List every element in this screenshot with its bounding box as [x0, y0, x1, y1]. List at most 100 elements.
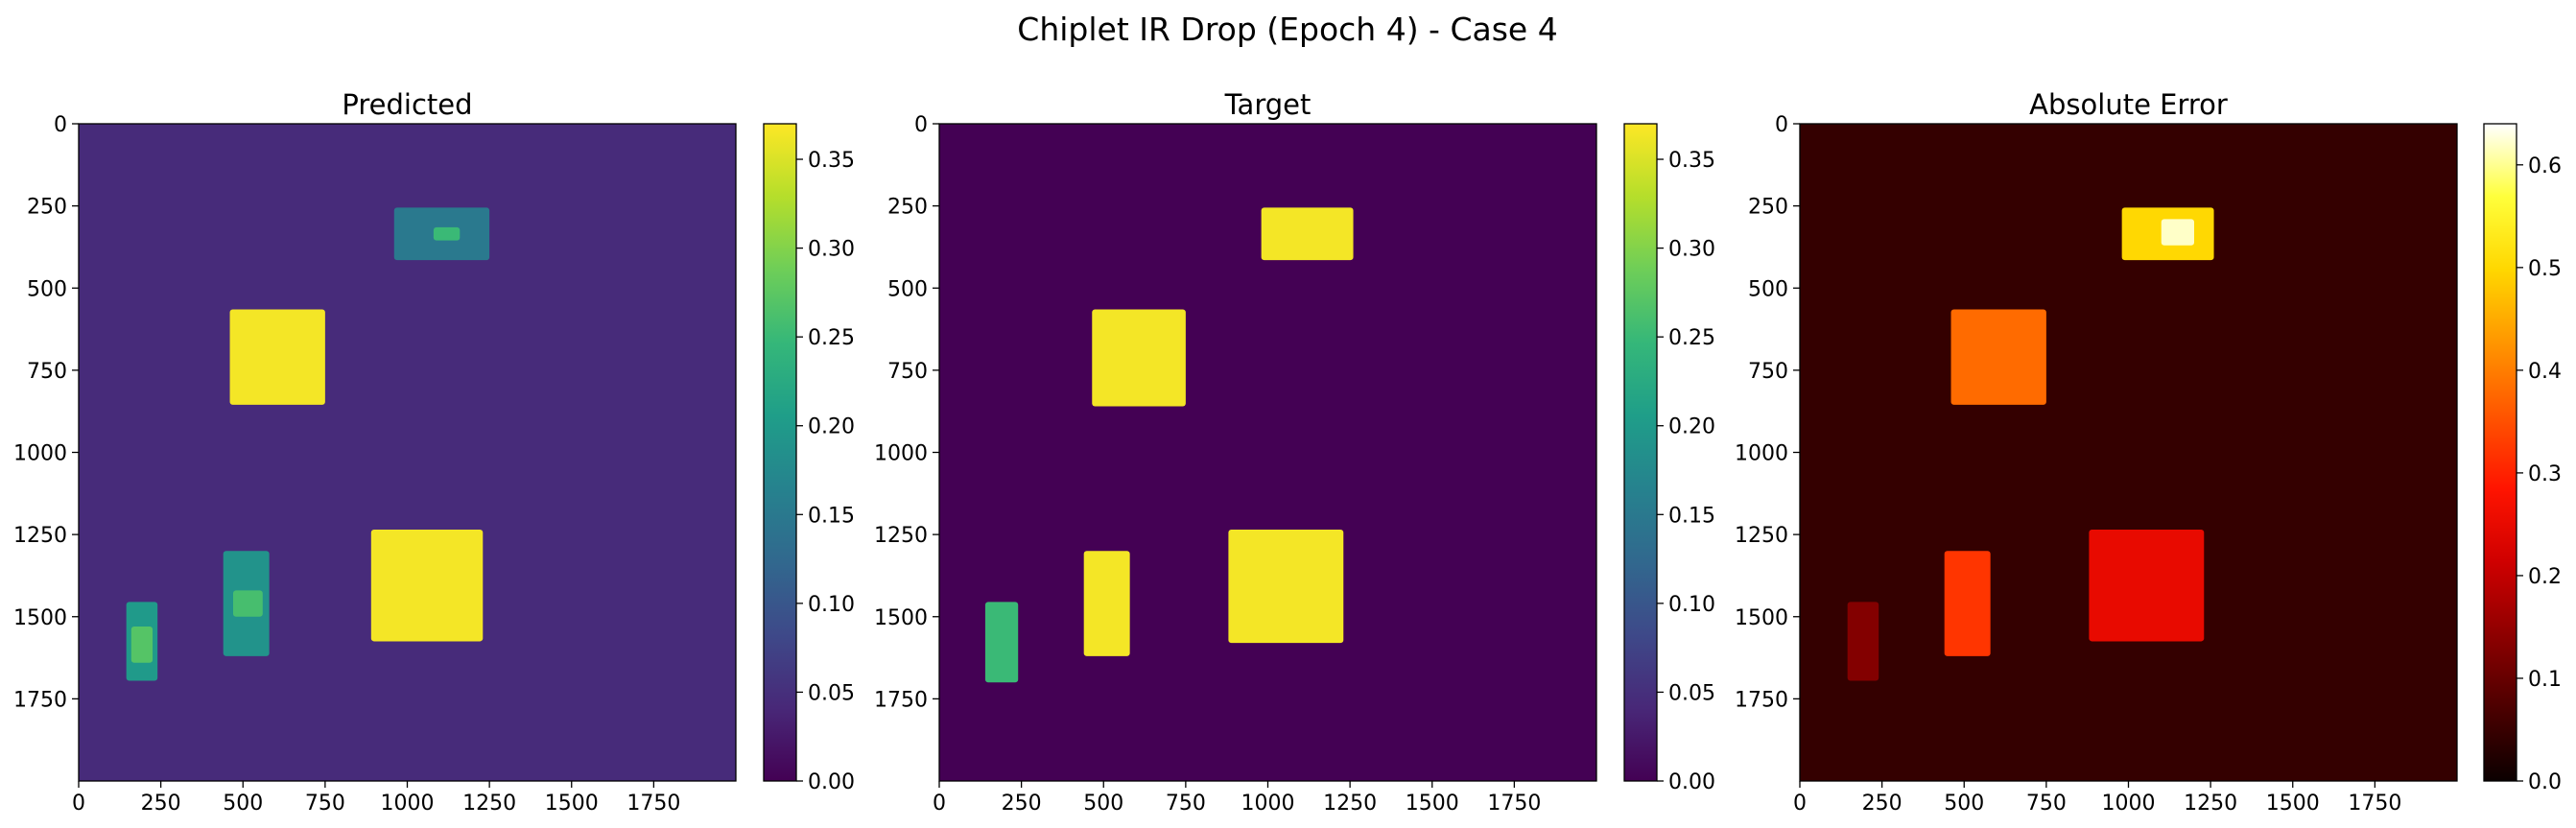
y-tick-label: 250 — [887, 196, 928, 220]
y-tick-label: 1750 — [13, 688, 67, 712]
colorbar — [764, 124, 796, 781]
heatmap-region — [984, 602, 1019, 683]
colorbar-tick-label: 0.2 — [2528, 565, 2562, 589]
y-tick-label: 1500 — [874, 606, 928, 630]
y-tick-label: 1250 — [13, 524, 67, 548]
panel-title: Absolute Error — [2029, 88, 2228, 121]
y-tick-label: 1750 — [874, 688, 928, 712]
heatmap-region — [1228, 529, 1344, 644]
colorbar-tick-label: 0.15 — [808, 504, 855, 528]
x-tick-label: 500 — [1083, 792, 1123, 816]
x-tick-label: 1500 — [545, 792, 599, 816]
colorbar-tick-label: 0.3 — [2528, 462, 2562, 486]
colorbar-tick-label: 0.20 — [808, 415, 855, 439]
panel-3: Absolute Error 0 250 500 750 1000 1250 1500 1750… — [1735, 88, 2562, 816]
heatmap-region — [370, 529, 484, 642]
heatmap-region — [1847, 602, 1879, 681]
colorbar-tick-label: 0.35 — [808, 149, 855, 173]
panel-title: Target — [1224, 88, 1312, 121]
x-tick-label: 250 — [1862, 792, 1902, 816]
x-tick-label: 0 — [1793, 792, 1807, 816]
x-tick-label: 1250 — [2184, 792, 2237, 816]
heatmap-region — [1261, 207, 1354, 261]
colorbar-tick-label: 0.4 — [2528, 360, 2562, 384]
colorbar-tick-label: 0.30 — [808, 238, 855, 262]
heatmap-region — [130, 627, 154, 663]
x-tick-label: 1250 — [462, 792, 516, 816]
y-tick-label: 0 — [914, 113, 928, 137]
colorbar-frame — [1623, 123, 1658, 782]
x-tick-label: 1750 — [2348, 792, 2401, 816]
colorbar-tick-label: 0.15 — [1668, 504, 1715, 528]
colorbar-tick-label: 0.6 — [2528, 154, 2562, 178]
x-tick-label: 500 — [223, 792, 263, 816]
heatmap-region — [433, 226, 461, 241]
colorbar-frame — [763, 123, 797, 782]
x-tick-label: 750 — [305, 792, 345, 816]
panel-2: Target 0 250 500 750 1000 1250 1500 1750 0 250 500 7… — [874, 88, 1715, 816]
colorbar-tick-label: 0.20 — [1668, 415, 1715, 439]
y-tick-label: 750 — [27, 360, 67, 384]
x-tick-label: 1000 — [2102, 792, 2156, 816]
y-tick-label: 1250 — [874, 524, 928, 548]
y-tick-label: 1000 — [13, 442, 67, 466]
heatmap-region — [229, 309, 325, 405]
heatmap-region — [2089, 529, 2205, 642]
heatmap-region — [1944, 551, 1991, 656]
colorbar-tick-label: 0.05 — [1668, 681, 1715, 705]
colorbar-tick-label: 0.25 — [1668, 326, 1715, 350]
y-tick-label: 0 — [54, 113, 67, 137]
colorbar-tick-label: 0.10 — [808, 593, 855, 617]
colorbar-tick-label: 0.5 — [2528, 257, 2562, 281]
heatmap-region — [2161, 219, 2194, 246]
y-tick-label: 500 — [1748, 277, 1788, 301]
x-tick-label: 1000 — [1241, 792, 1295, 816]
x-tick-label: 250 — [141, 792, 181, 816]
x-tick-label: 500 — [1944, 792, 1984, 816]
x-tick-label: 1500 — [2266, 792, 2320, 816]
colorbar-tick-label: 0.00 — [1668, 770, 1715, 794]
colorbar-tick-label: 0.1 — [2528, 668, 2562, 692]
y-tick-label: 500 — [27, 277, 67, 301]
colorbar-tick-label: 0.25 — [808, 326, 855, 350]
x-tick-label: 250 — [1002, 792, 1042, 816]
heatmap-region — [1950, 309, 2046, 405]
y-tick-label: 750 — [887, 360, 928, 384]
colorbar-tick-label: 0.05 — [808, 681, 855, 705]
panel-1: Predicted 0 250 500 750 1000 1250 1500 1750 0 250 5… — [13, 88, 855, 816]
heatmap-region — [1092, 309, 1186, 407]
panel-title: Predicted — [342, 88, 472, 121]
y-tick-label: 1500 — [1735, 606, 1788, 630]
figure-suptitle: Chiplet IR Drop (Epoch 4) - Case 4 — [1017, 11, 1557, 48]
colorbar — [2484, 124, 2517, 781]
colorbar-tick-label: 0.00 — [808, 770, 855, 794]
heatmap-region — [1083, 551, 1130, 656]
colorbar-tick-label: 0.30 — [1668, 238, 1715, 262]
y-tick-label: 1000 — [1735, 442, 1788, 466]
x-tick-label: 1250 — [1323, 792, 1377, 816]
colorbar-tick-label: 0.10 — [1668, 593, 1715, 617]
x-tick-label: 1750 — [626, 792, 680, 816]
y-tick-label: 250 — [27, 196, 67, 220]
y-tick-label: 1500 — [13, 606, 67, 630]
x-tick-label: 1750 — [1487, 792, 1541, 816]
colorbar-frame — [2483, 123, 2517, 782]
x-tick-label: 1000 — [381, 792, 435, 816]
y-tick-label: 1750 — [1735, 688, 1788, 712]
heatmap-region — [232, 590, 263, 617]
y-tick-label: 500 — [887, 277, 928, 301]
y-tick-label: 1250 — [1735, 524, 1788, 548]
y-tick-label: 1000 — [874, 442, 928, 466]
y-tick-label: 0 — [1775, 113, 1788, 137]
x-tick-label: 750 — [2026, 792, 2067, 816]
x-tick-label: 1500 — [1406, 792, 1459, 816]
x-tick-label: 750 — [1166, 792, 1206, 816]
x-tick-label: 0 — [933, 792, 946, 816]
colorbar-tick-label: 0.0 — [2528, 770, 2562, 794]
colorbar — [1624, 124, 1657, 781]
y-tick-label: 750 — [1748, 360, 1788, 384]
y-tick-label: 250 — [1748, 196, 1788, 220]
colorbar-tick-label: 0.35 — [1668, 149, 1715, 173]
x-tick-label: 0 — [72, 792, 85, 816]
